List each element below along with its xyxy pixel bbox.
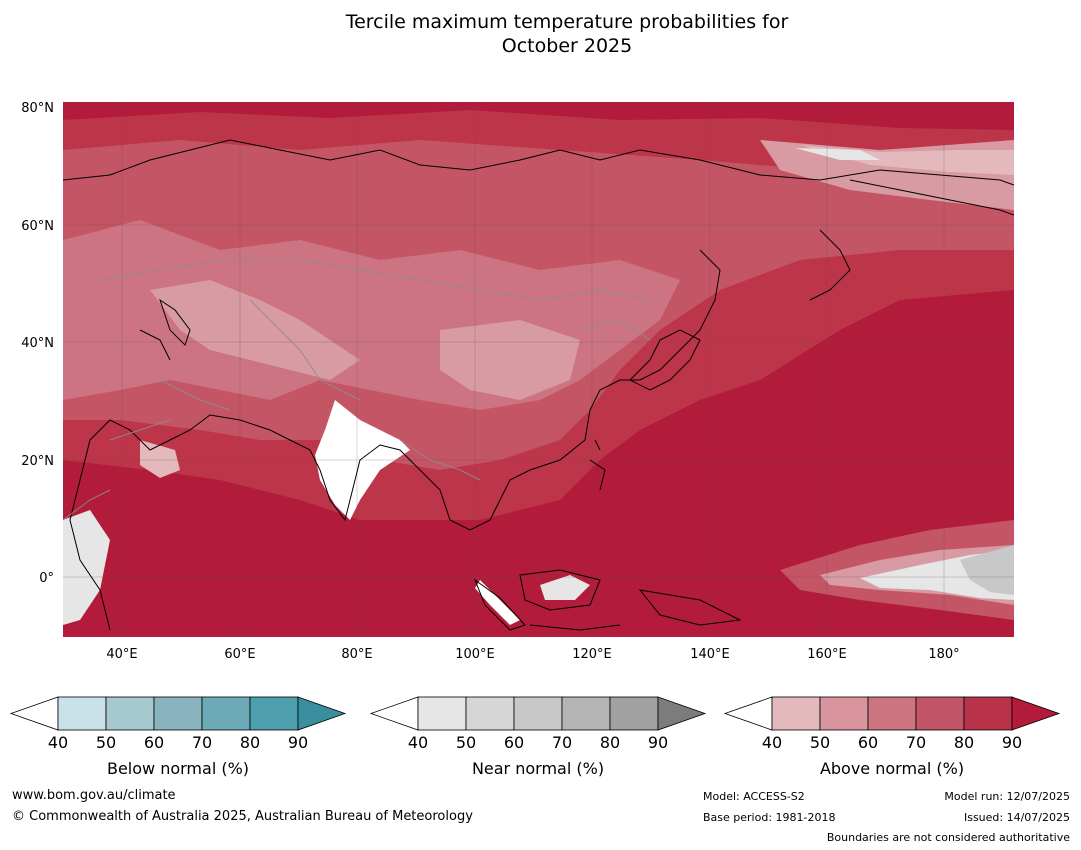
lon-tick-60e: 60°E [224,647,255,662]
lon-tick-80e: 80°E [341,647,372,662]
colorbar-below-segment [105,696,155,731]
colorbar-near-under-arrow [369,696,419,731]
colorbar-above-tick: 90 [1002,733,1022,752]
colorbar-above-segment [867,696,917,731]
footer-disclaimer: Boundaries are not considered authoritat… [826,831,1070,844]
colorbar-above-tick: 70 [906,733,926,752]
colorbar-below-tick: 80 [240,733,260,752]
map-area [63,102,1014,637]
colorbar-near-segment [417,696,467,731]
footer-issued: Issued: 14/07/2025 [963,811,1070,824]
map-title: Tercile maximum temperature probabilitie… [0,10,1081,58]
lon-tick-120e: 120°E [572,647,612,662]
footer-copyright: © Commonwealth of Australia 2025, Austra… [12,809,473,824]
lon-tick-160e: 160°E [807,647,847,662]
lat-tick-0: 0° [39,571,54,586]
colorbar-label-below: Below normal (%) [106,759,250,778]
colorbar-above-tick: 50 [810,733,830,752]
footer-model: Model: ACCESS-S2 [703,790,805,803]
colorbar-below-over-arrow [297,696,347,731]
footer-model-run: Model run: 12/07/2025 [944,790,1070,803]
map-title-line1: Tercile maximum temperature probabilitie… [345,11,789,33]
near-normal-sumatra [475,580,520,625]
lon-tick-labels: 40°E 60°E 80°E 100°E 120°E 140°E 160°E 1… [106,647,959,662]
colorbar-below-tick: 70 [192,733,212,752]
country-borders [63,259,651,521]
colorbar-below-under-arrow [9,696,59,731]
footer-base-period: Base period: 1981-2018 [703,811,836,824]
colorbar-above-over-arrow [1011,696,1061,731]
colorbar-above-segment [963,696,1013,731]
colorbar-near-tick: 40 [408,733,428,752]
colorbar-above-segment [819,696,869,731]
colorbars: 40 50 60 70 80 90 40 50 60 70 80 90 40 50 60 70 80 90 [9,696,1061,752]
lat-tick-80n: 80°N [21,101,54,116]
lat-tick-40n: 40°N [21,336,54,351]
map-title-line2: October 2025 [501,35,633,57]
footer-website: www.bom.gov.au/climate [12,788,176,803]
colorbar-above-segment [915,696,965,731]
lon-tick-140e: 140°E [690,647,730,662]
colorbar-above-tick: 80 [954,733,974,752]
lat-tick-labels: 80°N 60°N 40°N 20°N 0° [21,101,54,586]
colorbar-below-tick: 60 [144,733,164,752]
prob-zone-central-asia-50 [150,280,360,380]
lon-tick-100e: 100°E [455,647,495,662]
near-normal-borneo [540,575,590,600]
colorbar-near-segment [609,696,659,731]
colorbar-near-segment [561,696,611,731]
colorbar-near-segment [465,696,515,731]
near-normal-pacific-core [960,545,1014,595]
colorbar-near-segment [513,696,563,731]
colorbar-above-tick: 40 [762,733,782,752]
colorbar-below-tick: 40 [48,733,68,752]
colorbar-above-segment [771,696,821,731]
colorbar-near-tick: 50 [456,733,476,752]
colorbar-below-tick: 50 [96,733,116,752]
colorbar-below-segment [201,696,251,731]
colorbar-near-tick: 60 [504,733,524,752]
colorbar-near-tick: 70 [552,733,572,752]
colorbar-below-segment [249,696,299,731]
colorbar-below-segment [153,696,203,731]
colorbar-label-above: Above normal (%) [819,759,965,778]
colorbar-label-near: Near normal (%) [471,759,605,778]
colorbar-near-over-arrow [657,696,707,731]
near-normal-northeast [795,148,880,160]
colorbar-above-tick: 60 [858,733,878,752]
lon-tick-180: 180° [928,647,959,662]
map-gridlines [63,102,1014,637]
coastlines [63,139,1014,631]
colorbar-near-tick: 80 [600,733,620,752]
lat-tick-20n: 20°N [21,454,54,469]
colorbar-near-tick: 90 [648,733,668,752]
lat-tick-60n: 60°N [21,219,54,234]
colorbar-below-tick: 90 [288,733,308,752]
lon-tick-40e: 40°E [106,647,137,662]
colorbar-above-under-arrow [723,696,773,731]
colorbar-below-segment [57,696,107,731]
